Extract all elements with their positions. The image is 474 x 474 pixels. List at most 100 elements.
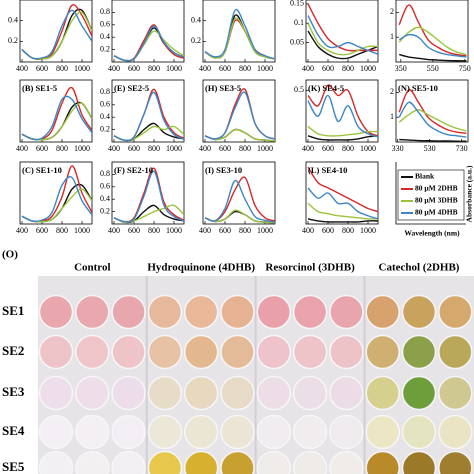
well [365, 334, 400, 370]
plot-frame [19, 79, 93, 143]
x-tick-label: 400 [302, 64, 314, 73]
x-tick-label: 600 [219, 226, 231, 235]
plot-frame [111, 161, 185, 225]
x-tick-label: 400 [108, 226, 120, 235]
spectrum-line [113, 170, 184, 223]
spectrum-line [21, 188, 92, 223]
x-tick-label: 800 [342, 144, 354, 153]
spectrum-line [307, 84, 378, 137]
plot-frame [19, 161, 93, 225]
x-tick-label: 800 [239, 226, 251, 235]
spectrum-line [204, 209, 275, 224]
y-tick-label: 0.4 [100, 194, 110, 203]
well [329, 375, 364, 411]
well [329, 414, 364, 450]
spectrum-line [399, 138, 467, 142]
y-tick-label: 0.15 [290, 0, 304, 8]
spectrum-line [204, 19, 275, 60]
spectrum-line [398, 4, 467, 57]
x-tick-label: 600 [128, 144, 140, 153]
x-tick-label: 1000 [257, 64, 273, 73]
legend-label: Blank [415, 172, 435, 181]
x-tick-label: 600 [36, 144, 48, 153]
legend-axes [395, 162, 466, 225]
x-tick-label: 400 [16, 64, 28, 73]
y-tick-label: 0.1 [294, 18, 304, 27]
well [147, 334, 183, 370]
x-tick-label: 600 [128, 64, 140, 73]
x-tick-label: 600 [36, 64, 48, 73]
panel-label: (O) [2, 249, 18, 261]
well [220, 450, 255, 474]
x-tick-label: 1000 [360, 64, 376, 73]
well [75, 334, 110, 370]
well [75, 450, 110, 474]
spectrum-line [398, 26, 467, 56]
group-header: Control [74, 262, 110, 274]
x-tick-label: 350 [395, 64, 407, 73]
panel-title: (F) SE2-10 [114, 165, 153, 175]
well [147, 375, 183, 411]
x-tick-label: 800 [56, 144, 68, 153]
x-tick-label: 400 [108, 144, 120, 153]
row-label: SE4 [2, 423, 25, 438]
well [365, 450, 400, 474]
y-tick-label: 0.4 [191, 15, 201, 24]
x-tick-label: 600 [322, 226, 334, 235]
x-tick-label: 600 [322, 144, 334, 153]
well [292, 414, 328, 450]
well [401, 375, 437, 411]
well [256, 450, 292, 474]
y-tick-label: 0.6 [100, 100, 110, 109]
y-tick-label: 0.6 [100, 20, 110, 29]
well [183, 334, 219, 370]
x-tick-label: 550 [427, 64, 439, 73]
panel-title: (I) SE3-10 [205, 165, 242, 175]
spectrum-line [21, 9, 92, 60]
well [111, 334, 146, 370]
plot-frame [111, 79, 185, 143]
y-tick-label: 0.8 [100, 87, 110, 96]
y-tick-label: 2 [390, 7, 394, 16]
well [38, 334, 74, 370]
well [401, 334, 437, 370]
y-tick-label: 0.4 [100, 32, 110, 41]
y-tick-label: 0.2 [100, 44, 110, 53]
well [329, 294, 364, 330]
x-tick-label: 1000 [166, 64, 182, 73]
spectrum-line [113, 25, 184, 62]
spectrum-line [307, 125, 378, 137]
plot-frame [395, 79, 469, 143]
x-tick-label: 800 [148, 226, 160, 235]
legend-label: 80 μM 2DHB [415, 184, 458, 193]
panel-title: (H) SE3-5 [205, 83, 241, 93]
y-tick-label: 1 [390, 112, 394, 121]
spectrum-line [398, 33, 467, 58]
well [111, 294, 146, 330]
x-tick-label: 400 [199, 64, 211, 73]
x-tick-label: 1000 [74, 226, 90, 235]
well [256, 414, 292, 450]
row-label: SE5 [2, 459, 25, 474]
plot-frame [202, 79, 276, 143]
well [292, 334, 328, 370]
well [401, 294, 437, 330]
well [75, 294, 110, 330]
spectrum-line [307, 166, 378, 213]
well [183, 375, 219, 411]
spectrum-line [204, 17, 275, 60]
spectrum-line [307, 218, 378, 223]
x-tick-label: 600 [219, 144, 231, 153]
panel-title: (C) SE1-10 [22, 165, 62, 175]
well [183, 294, 219, 330]
x-tick-label: 800 [239, 144, 251, 153]
well [183, 450, 219, 474]
well [147, 414, 183, 450]
x-tick-label: 600 [36, 226, 48, 235]
well [365, 294, 400, 330]
well [365, 375, 400, 411]
plot-frame [202, 161, 276, 225]
x-tick-label: 400 [302, 144, 314, 153]
well [111, 450, 146, 474]
y-tick-label: 0.5 [294, 85, 304, 94]
